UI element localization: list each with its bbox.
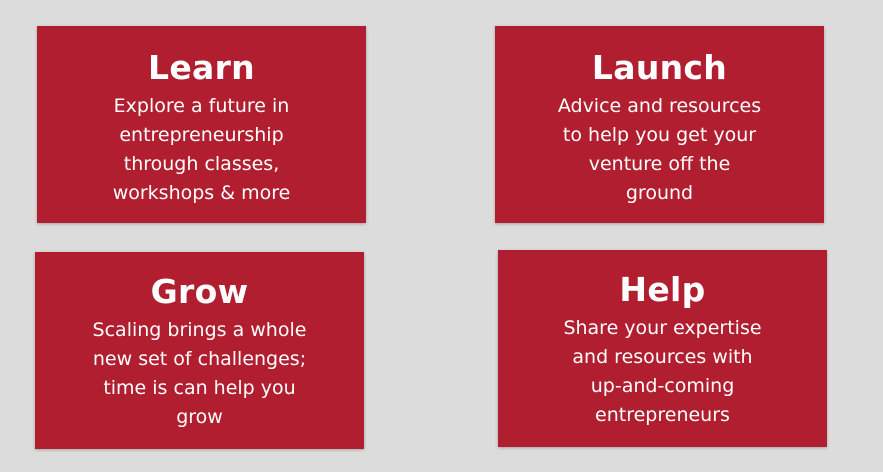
grow-card-title: Grow bbox=[150, 272, 249, 311]
learn-card[interactable]: Learn Explore a future in entrepreneursh… bbox=[37, 26, 366, 223]
help-card-title: Help bbox=[619, 270, 706, 309]
help-card-description: Share your expertise and resources with … bbox=[563, 317, 762, 426]
learn-card-description: Explore a future in entrepreneurship thr… bbox=[112, 95, 291, 204]
learn-card-title: Learn bbox=[148, 48, 255, 87]
grow-card[interactable]: Grow Scaling brings a whole new set of c… bbox=[35, 252, 364, 449]
grow-card-description: Scaling brings a whole new set of challe… bbox=[92, 319, 307, 428]
help-card[interactable]: Help Share your expertise and resources … bbox=[498, 250, 827, 447]
launch-card-description: Advice and resources to help you get you… bbox=[557, 95, 762, 204]
launch-card-title: Launch bbox=[591, 48, 728, 87]
launch-card[interactable]: Launch Advice and resources to help you … bbox=[495, 26, 824, 223]
